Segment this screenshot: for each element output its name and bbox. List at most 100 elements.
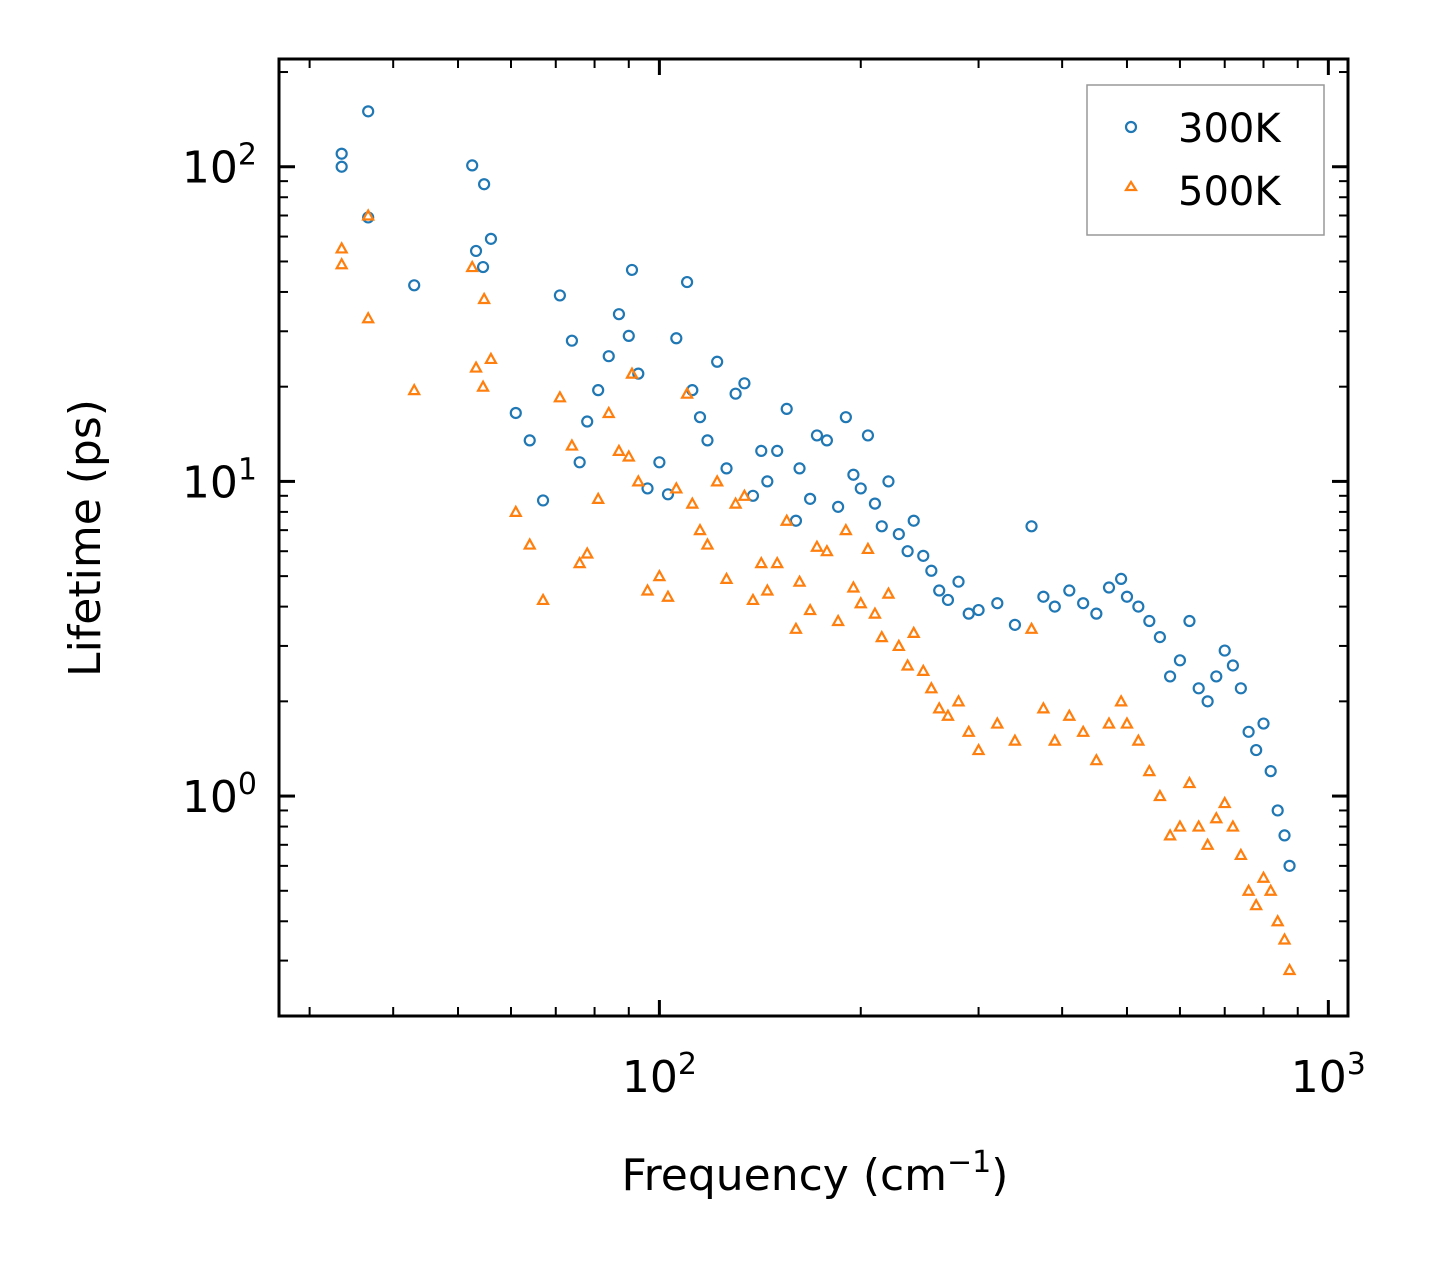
point-500k [1120,716,1134,729]
point-500k [465,259,480,273]
point-300k [952,575,965,588]
point-300k [729,387,742,400]
series-300k [335,105,1296,872]
point-300k [839,411,852,424]
point-500k [572,555,587,569]
point-500k [779,513,794,526]
point-300k [847,468,860,481]
point-300k [1102,581,1116,594]
series-500k [334,208,1297,976]
point-300k [1090,607,1103,620]
point-500k [469,360,483,373]
point-300k [701,434,714,447]
point-500k [924,681,939,694]
point-300k [1278,829,1291,842]
point-500k [916,663,931,676]
point-500k [1102,716,1116,729]
point-500k [334,241,349,254]
point-500k [900,658,915,671]
point-500k [941,708,955,721]
point-500k [1131,733,1146,746]
point-500k [1114,694,1128,707]
point-500k [1209,811,1224,824]
point-300k [362,105,375,118]
point-300k [693,411,707,424]
point-500k [1142,763,1157,777]
point-300k [761,475,774,488]
point-500k [565,438,579,451]
legend-label-300k: 300K [1178,106,1282,152]
point-500k [874,629,889,643]
point-500k [990,716,1005,729]
x-tick-label: 103 [1291,1047,1366,1103]
point-300k [466,159,479,172]
point-300k [602,350,615,363]
point-500k [1256,870,1271,883]
point-500k [625,366,639,379]
point-300k [1250,743,1263,757]
point-300k [469,244,483,258]
axis-tick-labels: 102 103 100 101 102 [182,138,1366,1103]
point-300k [832,500,845,513]
point-500k [1234,847,1248,861]
point-500k [1089,752,1104,766]
point-300k [1210,670,1223,683]
point-300k [478,178,491,191]
x-tick-label: 102 [622,1047,697,1103]
point-300k [820,434,834,447]
point-300k [408,279,421,292]
legend-label-500k: 500K [1178,169,1282,215]
point-300k [875,520,888,533]
point-500k [693,522,707,536]
point-300k [661,488,675,501]
point-300k [892,528,905,541]
point-300k [1114,572,1128,585]
point-500k [407,382,422,396]
point-300k [1173,654,1187,667]
point-300k [1008,618,1022,631]
point-500k [951,694,966,707]
point-300k [991,597,1004,610]
point-300k [738,377,751,390]
point-300k [854,482,867,495]
point-300k [1218,644,1231,657]
point-300k [509,406,522,420]
point-300k [861,429,875,442]
point-300k [925,564,938,577]
point-500k [1217,795,1232,809]
point-500k [868,606,882,619]
point-300k [941,593,955,607]
point-300k [581,415,594,428]
point-500k [760,583,775,596]
point-500k [553,390,567,403]
point-300k [612,308,626,321]
point-500k [719,571,734,584]
point-500k [792,574,807,587]
y-tick-label: 101 [182,452,257,508]
y-tick-label: 102 [182,138,257,194]
legend: 300K 500K [1086,84,1325,236]
point-500k [820,543,834,557]
point-300k [1048,600,1061,613]
point-300k [789,514,803,527]
point-500k [1163,828,1177,841]
point-500k [1062,708,1077,721]
plot-frame [277,57,1350,1018]
point-500k [652,568,667,582]
point-300k [1283,859,1296,872]
point-300k [553,289,566,302]
point-500k [853,595,868,609]
point-300k [536,494,550,507]
point-300k [622,329,635,343]
point-300k [882,475,895,488]
point-300k [720,462,733,475]
point-500k [1226,819,1240,832]
point-500k [810,539,824,552]
point-300k [780,402,793,415]
point-500k [1047,733,1062,746]
point-300k [755,444,768,458]
point-300k [625,263,639,277]
point-500k [601,405,616,419]
point-300k [335,160,348,173]
point-300k [565,334,579,347]
